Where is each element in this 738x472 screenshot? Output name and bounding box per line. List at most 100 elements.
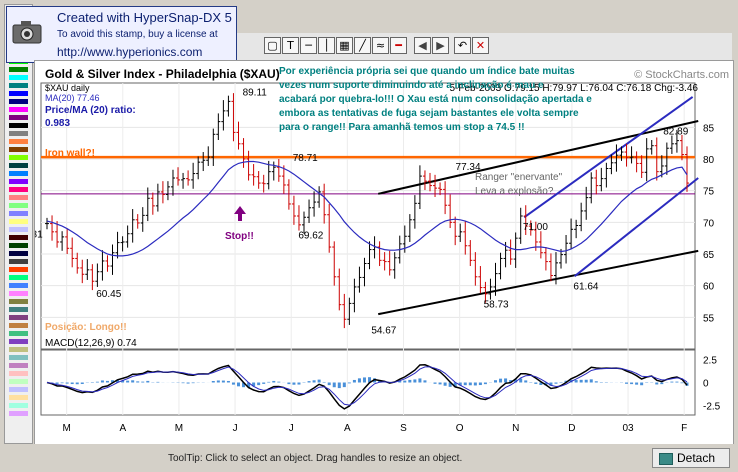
select-icon[interactable]: ▢ xyxy=(264,37,281,54)
stamp-line-2: To avoid this stamp, buy a license at xyxy=(57,29,218,40)
channel-line xyxy=(574,177,699,277)
macd-histogram-bar xyxy=(186,382,190,384)
palette-swatch[interactable] xyxy=(9,283,28,288)
palette-swatch[interactable] xyxy=(9,299,28,304)
palette-swatch[interactable] xyxy=(9,227,28,232)
palette-swatch[interactable] xyxy=(9,267,28,272)
trendline-icon[interactable]: ╱ xyxy=(354,37,371,54)
palette-swatch[interactable] xyxy=(9,387,28,392)
palette-swatch[interactable] xyxy=(9,115,28,120)
macd-histogram-bar xyxy=(539,382,543,385)
macd-histogram-bar xyxy=(121,380,125,383)
macd-histogram-bar xyxy=(423,380,427,383)
palette-swatch[interactable] xyxy=(9,91,28,96)
ratio-value: 0.983 xyxy=(45,118,70,129)
macd-histogram-bar xyxy=(473,382,477,386)
palette-swatch[interactable] xyxy=(9,171,28,176)
palette-swatch[interactable] xyxy=(9,331,28,336)
grid-layer: 55 60 65 70 75 80 85 M A M J J A S O N D 03 F xyxy=(41,83,715,434)
macd-histogram-bar xyxy=(242,382,246,388)
horizontal-red-icon[interactable]: ━ xyxy=(390,37,407,54)
palette-swatch[interactable] xyxy=(9,323,28,328)
text-icon[interactable]: T xyxy=(282,37,299,54)
palette-swatch[interactable] xyxy=(9,75,28,80)
comment-line-4: embora as tentativas de fuga sejam basta… xyxy=(279,108,579,119)
palette-swatch[interactable] xyxy=(9,147,28,152)
macd-histogram-bar xyxy=(181,382,185,384)
palette-swatch[interactable] xyxy=(9,339,28,344)
palette-swatch[interactable] xyxy=(9,235,28,240)
macd-histogram-bar xyxy=(519,378,523,383)
macd-histogram-bar xyxy=(635,382,639,385)
palette-swatch[interactable] xyxy=(9,195,28,200)
macd-histogram-bar xyxy=(252,382,256,387)
undo-icon[interactable]: ↶ xyxy=(454,37,471,54)
macd-histogram-bar xyxy=(211,380,215,383)
macd-histogram-bar xyxy=(156,381,160,383)
palette-swatch[interactable] xyxy=(9,371,28,376)
macd-histogram-bar xyxy=(307,381,311,383)
macd-histogram-bar xyxy=(494,380,498,383)
palette-swatch[interactable] xyxy=(9,67,28,72)
price-label: 69.81 xyxy=(35,230,43,241)
palette-swatch[interactable] xyxy=(9,379,28,384)
macd-histogram-bar xyxy=(191,382,195,384)
quote-line: 5-Feb-2003 O:79.15 H:79.97 L:76.04 C:76.… xyxy=(449,83,698,94)
macd-histogram-bar xyxy=(116,379,120,383)
vline-icon[interactable]: │ xyxy=(318,37,335,54)
palette-swatch[interactable] xyxy=(9,403,28,408)
palette-swatch[interactable] xyxy=(9,315,28,320)
chart-title: Gold & Silver Index - Philadelphia ($XAU… xyxy=(45,67,280,81)
palette-swatch[interactable] xyxy=(9,259,28,264)
palette-swatch[interactable] xyxy=(9,347,28,352)
palette-swatch[interactable] xyxy=(9,211,28,216)
palette-swatch[interactable] xyxy=(9,187,28,192)
palette-swatch[interactable] xyxy=(9,251,28,256)
stamp-line-1: Created with HyperSnap-DX 5 xyxy=(57,10,232,25)
palette-swatch[interactable] xyxy=(9,155,28,160)
grid-icon[interactable]: ▦ xyxy=(336,37,353,54)
left-arrow-icon[interactable]: ◀ xyxy=(414,37,431,54)
palette-swatch[interactable] xyxy=(9,83,28,88)
ranger-label-1: Ranger "enervante" xyxy=(475,172,563,183)
palette-swatch[interactable] xyxy=(9,243,28,248)
macd-histogram-bar xyxy=(504,378,508,383)
y-tick-label: 70 xyxy=(703,218,715,229)
palette-swatch[interactable] xyxy=(9,163,28,168)
palette-swatch[interactable] xyxy=(9,107,28,112)
palette-swatch[interactable] xyxy=(9,131,28,136)
detach-button[interactable]: Detach xyxy=(652,448,730,468)
palette-swatch[interactable] xyxy=(9,179,28,184)
macd-histogram-bar xyxy=(247,382,251,388)
watermark: © StockCharts.com xyxy=(634,69,729,81)
ranger-label-2: Leva a explosão? xyxy=(475,186,554,197)
palette-swatch[interactable] xyxy=(9,291,28,296)
chart-panel[interactable]: 55 60 65 70 75 80 85 M A M J J A S O N D 03 F 2.5 0 -2.5 69.… xyxy=(18,60,734,445)
macd-histogram-bar xyxy=(589,379,593,383)
palette-swatch[interactable] xyxy=(9,123,28,128)
palette-swatch[interactable] xyxy=(9,203,28,208)
macd-histogram-bar xyxy=(594,381,598,383)
x-tick-label: J xyxy=(233,423,238,434)
macd-histogram-bar xyxy=(95,381,99,383)
macd-histogram-bar xyxy=(60,382,64,384)
macd-tick-label: 0 xyxy=(703,379,709,390)
palette-swatch[interactable] xyxy=(9,307,28,312)
macd-histogram-bar xyxy=(337,382,341,389)
palette-swatch[interactable] xyxy=(9,275,28,280)
palette-swatch[interactable] xyxy=(9,411,28,416)
palette-swatch[interactable] xyxy=(9,139,28,144)
macd-histogram-bar xyxy=(277,381,281,383)
macd-histogram-bar xyxy=(448,382,452,387)
palette-swatch[interactable] xyxy=(9,395,28,400)
hline-icon[interactable]: ─ xyxy=(300,37,317,54)
zigzag-icon[interactable]: ≈ xyxy=(372,37,389,54)
delete-icon[interactable]: ✕ xyxy=(472,37,489,54)
macd-histogram-bar xyxy=(267,381,271,383)
palette-swatch[interactable] xyxy=(9,355,28,360)
palette-swatch[interactable] xyxy=(9,219,28,224)
macd-histogram-bar xyxy=(403,380,407,383)
palette-swatch[interactable] xyxy=(9,363,28,368)
right-arrow-icon[interactable]: ▶ xyxy=(432,37,449,54)
palette-swatch[interactable] xyxy=(9,99,28,104)
